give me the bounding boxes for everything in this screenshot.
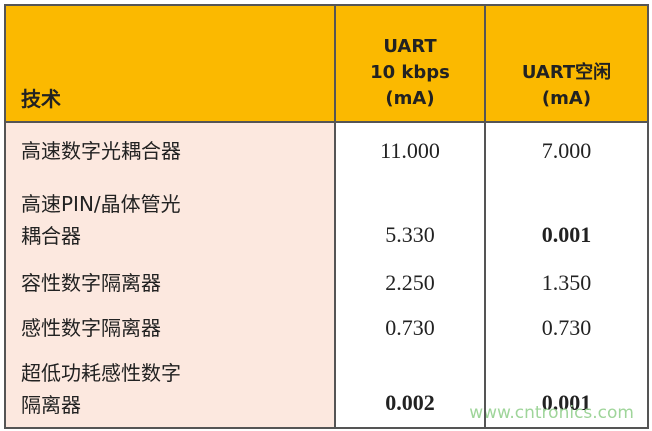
row-label: 高速数字光耦合器 <box>5 122 335 180</box>
value-cell: 1.350 <box>541 269 592 295</box>
border-line <box>4 5 6 428</box>
value-cell: 0.001 <box>541 390 592 415</box>
value-cell: 11.000 <box>380 138 440 163</box>
row-label: 容性数字隔离器 <box>5 260 335 305</box>
row-label: 高速PIN/晶体管光 耦合器 <box>5 180 335 260</box>
header-cell: UART 10 kbps (mA) <box>335 5 485 122</box>
value-cell: 0.002 <box>385 390 435 415</box>
border-line <box>4 4 649 6</box>
value-cell: 5.330 <box>385 222 435 247</box>
value-cell: 0.001 <box>541 222 592 247</box>
header-cell: 技术 <box>5 5 335 122</box>
value-cell: 0.730 <box>385 314 435 340</box>
watermark: www.cntronics.com <box>469 403 634 423</box>
value-cell: 0.730 <box>541 314 592 340</box>
border-line <box>334 5 336 428</box>
border-line <box>4 427 649 429</box>
header-cell: UART空闲 (mA) <box>485 5 648 122</box>
row-label: 感性数字隔离器 <box>5 305 335 350</box>
border-line <box>4 121 649 123</box>
row-label: 超低功耗感性数字 隔离器 <box>5 350 335 428</box>
value-cell: 7.000 <box>541 138 592 163</box>
border-line <box>484 5 486 428</box>
border-line <box>647 5 649 428</box>
value-cell: 2.250 <box>385 269 435 295</box>
